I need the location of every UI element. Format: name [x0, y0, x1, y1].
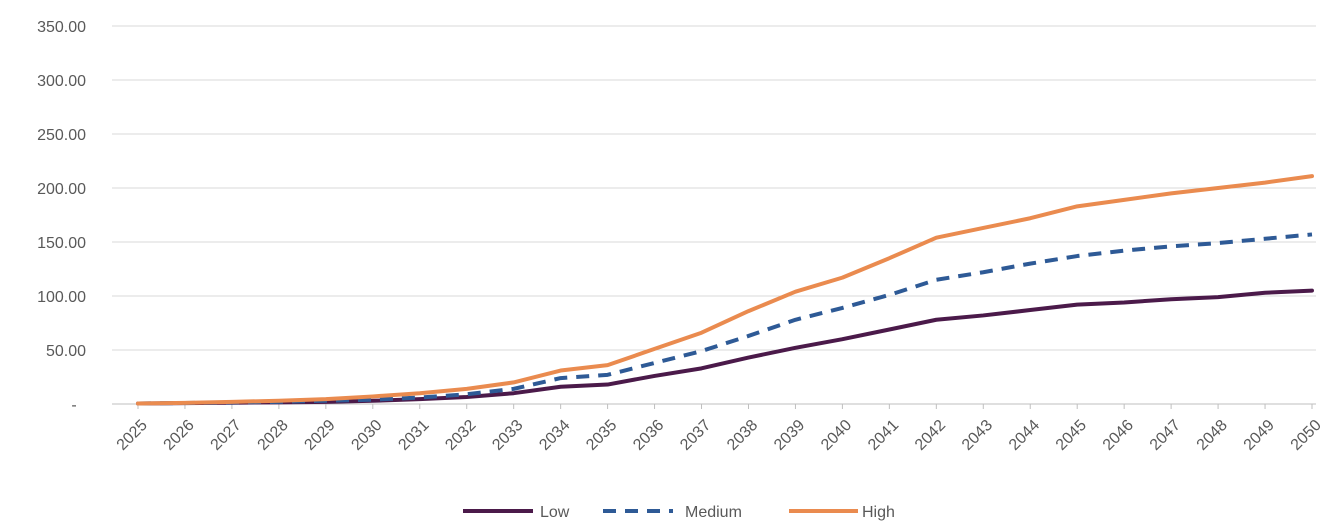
- x-tick-label: 2027: [208, 417, 245, 454]
- x-tick-label: 2025: [114, 417, 151, 454]
- x-tick-label: 2037: [677, 417, 714, 454]
- x-tick-label: 2029: [301, 417, 338, 454]
- x-tick-label: 2031: [395, 417, 432, 454]
- x-tick-label: 2045: [1053, 417, 1090, 454]
- x-tick-label: 2046: [1100, 417, 1137, 454]
- y-tick-label: 250.00: [37, 127, 86, 144]
- x-tick-label: 2042: [912, 417, 949, 454]
- x-tick-label: 2049: [1241, 417, 1278, 454]
- series-line-high: [136, 174, 1314, 406]
- series-lines: [136, 174, 1314, 406]
- x-tick-label: 2043: [959, 417, 996, 454]
- series-line-low: [136, 288, 1314, 406]
- x-tick-label: 2036: [630, 417, 667, 454]
- legend-label-low: Low: [540, 504, 570, 521]
- y-tick-label: 100.00: [37, 289, 86, 306]
- x-tick-label: 2026: [161, 417, 198, 454]
- x-tick-label: 2050: [1288, 417, 1325, 454]
- x-tick-label: 2039: [771, 417, 808, 454]
- x-tick-label: 2040: [818, 417, 855, 454]
- y-tick-label: 350.00: [37, 19, 86, 36]
- y-tick-label: 300.00: [37, 73, 86, 90]
- series-line-medium: [137, 232, 1313, 406]
- x-tick-label: 2033: [489, 417, 526, 454]
- x-tick-label: 2041: [865, 417, 902, 454]
- x-tick-label: 2030: [348, 417, 385, 454]
- x-tick-label: 2035: [583, 417, 620, 454]
- y-tick-label: 150.00: [37, 235, 86, 252]
- legend-label-medium: Medium: [685, 504, 742, 521]
- y-tick-label: -: [71, 397, 76, 414]
- y-tick-label: 50.00: [46, 343, 86, 360]
- x-tick-label: 2047: [1147, 417, 1184, 454]
- x-tick-label: 2032: [442, 417, 479, 454]
- legend: Low Medium High: [463, 504, 895, 521]
- y-tick-label: 200.00: [37, 181, 86, 198]
- axes: - 50.00 100.00 150.00 200.00 250.00 300.00 350.…: [37, 19, 1325, 454]
- x-tick-label: 2038: [724, 417, 761, 454]
- x-tick-label: 2044: [1006, 417, 1043, 454]
- legend-label-high: High: [862, 504, 895, 521]
- x-tick-label: 2048: [1194, 417, 1231, 454]
- x-tick-label: 2034: [536, 417, 573, 454]
- gridlines: [112, 25, 1316, 405]
- x-tick-label: 2028: [255, 417, 292, 454]
